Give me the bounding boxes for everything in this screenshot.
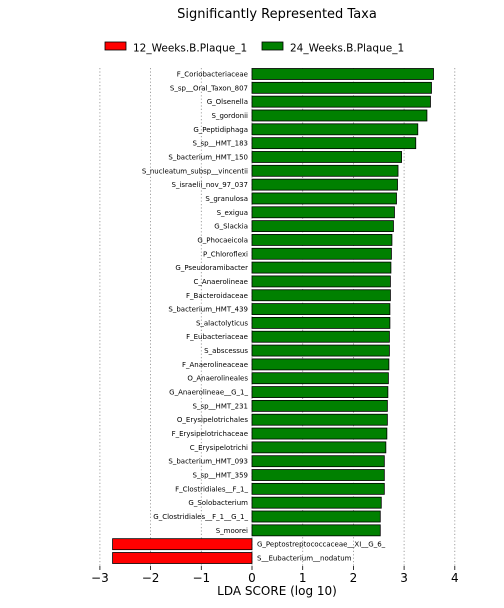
legend: 12_Weeks.B.Plaque_1 24_Weeks.B.Plaque_1 [104, 41, 404, 55]
legend-swatch-24-weeks [261, 41, 284, 51]
bar [251, 164, 399, 177]
bar-label: S_sp__HMT_183 [193, 140, 248, 148]
bar [251, 441, 387, 454]
legend-label-24-weeks: 24_Weeks.B.Plaque_1 [290, 43, 404, 55]
x-axis-label: LDA SCORE (log 10) [217, 584, 337, 598]
legend-label-12-weeks: 12_Weeks.B.Plaque_1 [133, 43, 247, 55]
legend-swatch-12-weeks [104, 41, 127, 51]
x-axis-ticks: −3 −2 −1 0 1 2 3 4 [91, 566, 459, 585]
bar [251, 95, 431, 108]
bar-label: F_Bacteroidaceae [186, 292, 248, 300]
bar [251, 330, 390, 343]
bar [251, 261, 392, 274]
bar [251, 178, 398, 191]
bar-label: P_Chloroflexi [203, 250, 248, 258]
bar-label: S_gordonii [212, 112, 249, 120]
bar-label: F_Erysipelotrichaceae [172, 430, 248, 438]
bar-label: G_Pseudoramibacter [175, 264, 248, 272]
bar-label: S_abscessus [204, 347, 248, 355]
bar [251, 317, 391, 329]
bar [251, 303, 391, 315]
bar-label: S_exigua [217, 209, 248, 217]
x-tick-label: 2 [350, 571, 358, 585]
bar [251, 344, 390, 357]
bar [251, 81, 432, 94]
bar [251, 358, 390, 371]
bar-label: G_Slackia [214, 223, 248, 231]
bar [251, 399, 388, 412]
bar [251, 109, 428, 122]
bar-label: S_moorei [216, 527, 248, 535]
bar [251, 151, 402, 163]
bar [251, 482, 385, 495]
bar-label: O_Anaerolineales [187, 375, 248, 383]
bar [251, 275, 391, 288]
bar-label: S_bacterium_HMT_150 [168, 153, 248, 161]
bar-label: S__Eubacterium__nodatum [257, 555, 352, 563]
bar-label: G_Solobacterium [188, 499, 248, 507]
bar [251, 413, 388, 426]
bar [251, 206, 395, 219]
bar [251, 192, 397, 205]
bar-label: G_Anaerolineae__G_1_ [169, 389, 248, 397]
chart-title: Significantly Represented Taxa [177, 7, 377, 22]
bar-label: S_granulosa [205, 195, 248, 203]
x-tick-label: 3 [400, 571, 408, 585]
bar [251, 247, 392, 260]
bar-label: F_Anaerolineaceae [182, 361, 248, 369]
x-tick-label: −2 [142, 571, 160, 585]
bar [251, 372, 389, 385]
bar-label: F_Eubacteriaceae [186, 333, 248, 341]
bar [251, 220, 394, 233]
bars [112, 68, 434, 564]
bar-label: G_Peptidiphaga [193, 126, 248, 134]
bar [251, 137, 417, 150]
bar-label: S_sp__HMT_359 [193, 472, 248, 480]
bar-label: F_Clostridiales__F_1_ [175, 485, 248, 493]
x-tick-label: 1 [299, 571, 307, 585]
bar-labels: F_Coriobacteriaceae S_sp__Oral_Taxon_807 G… [142, 71, 386, 563]
bar-label: S_alactolyticus [196, 319, 248, 327]
bar-label: G_Clostridiales__F_1__G_1_ [153, 513, 248, 521]
bar [112, 552, 253, 564]
bar-label: C_Anaerolineae [194, 278, 248, 286]
bar [251, 289, 391, 302]
bar-label: S_nucleatum_subsp__vincentii [142, 167, 248, 175]
bar [112, 538, 253, 551]
x-tick-label: −3 [91, 571, 109, 585]
bar [251, 386, 389, 398]
bar-label: S_israelii_nov_97_037 [172, 181, 248, 189]
bar-label: O_Erysipelotrichales [177, 416, 248, 424]
bar [251, 469, 385, 481]
bar [251, 123, 419, 136]
bar-label: G_Peptostreptococcaceae__XI__G_6_ [257, 541, 386, 549]
bar [251, 234, 393, 246]
bar-label: S_bacterium_HMT_093 [168, 458, 248, 466]
x-tick-label: −1 [192, 571, 210, 585]
bar [251, 510, 381, 523]
bar-label: G_Olsenella [207, 98, 248, 106]
bar-label: C_Erysipelotrichi [190, 444, 248, 452]
bar-label: S_bacterium_HMT_439 [168, 306, 248, 314]
bar [251, 496, 382, 509]
x-tick-label: 4 [451, 571, 459, 585]
x-tick-label: 0 [248, 571, 256, 585]
bar-label: S_sp__HMT_231 [193, 402, 248, 410]
bar [251, 427, 388, 440]
bar [251, 524, 381, 537]
bar-label: F_Coriobacteriaceae [177, 71, 248, 79]
bar [251, 455, 385, 468]
bar [251, 68, 434, 80]
bar-label: S_sp__Oral_Taxon_807 [170, 84, 248, 92]
bar-label: G_Phocaeicola [197, 236, 248, 244]
